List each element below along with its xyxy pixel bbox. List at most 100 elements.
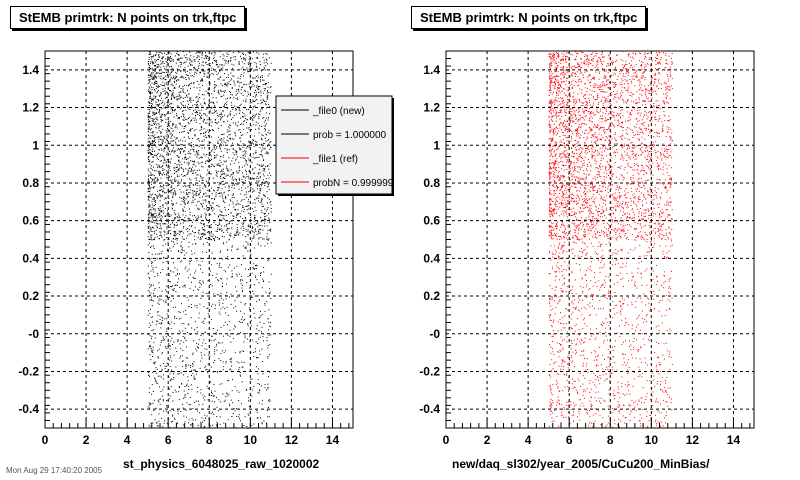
data-point <box>160 94 161 96</box>
data-point <box>243 313 245 315</box>
data-point <box>205 61 207 63</box>
data-point <box>237 203 239 205</box>
data-point <box>180 317 182 319</box>
data-point <box>205 56 207 58</box>
data-point <box>668 127 670 129</box>
data-point <box>224 90 226 92</box>
data-point <box>265 107 267 109</box>
data-point <box>231 270 233 272</box>
data-point <box>248 307 250 309</box>
data-point <box>209 204 211 206</box>
data-point <box>260 237 262 239</box>
data-point <box>161 196 163 198</box>
data-point <box>254 206 256 208</box>
data-point <box>549 78 551 80</box>
data-point <box>149 387 151 389</box>
data-point <box>159 315 161 317</box>
data-point <box>235 98 237 100</box>
data-point <box>621 157 623 159</box>
data-point <box>207 307 209 309</box>
data-point <box>573 110 575 111</box>
data-point <box>247 225 249 227</box>
data-point <box>183 323 185 325</box>
data-point <box>200 421 202 423</box>
data-point <box>258 197 260 199</box>
data-point <box>149 242 150 244</box>
data-point <box>162 172 164 174</box>
data-point <box>202 177 204 179</box>
data-point <box>237 93 238 95</box>
data-point <box>229 329 231 331</box>
data-point <box>213 238 215 239</box>
data-point <box>196 188 198 190</box>
data-point <box>185 125 187 127</box>
data-point <box>645 224 647 226</box>
data-point <box>635 188 637 190</box>
data-point <box>174 218 176 220</box>
data-point <box>222 110 223 112</box>
data-point <box>151 161 153 163</box>
data-point <box>148 125 150 127</box>
data-point <box>244 90 246 92</box>
data-point <box>226 60 228 62</box>
data-point <box>198 93 200 95</box>
data-point <box>187 393 189 394</box>
data-point <box>182 185 184 187</box>
data-point <box>622 75 624 77</box>
data-point <box>178 116 180 118</box>
data-point <box>261 107 262 109</box>
data-point <box>246 132 248 134</box>
data-point <box>227 334 229 336</box>
data-point <box>154 122 156 124</box>
data-point <box>202 179 204 181</box>
data-point <box>187 132 189 134</box>
data-point <box>204 134 206 136</box>
data-point <box>188 229 190 231</box>
data-point <box>149 117 151 119</box>
data-point <box>176 176 178 178</box>
data-point <box>166 133 168 135</box>
data-point <box>180 245 182 246</box>
data-point <box>168 142 170 144</box>
data-point <box>182 158 184 160</box>
data-point <box>250 284 252 286</box>
data-point <box>259 80 261 82</box>
data-point <box>588 94 590 96</box>
data-point <box>238 89 240 91</box>
data-point <box>214 81 216 83</box>
data-point <box>259 154 261 156</box>
data-point <box>158 190 160 192</box>
data-point <box>668 129 670 130</box>
data-point <box>216 123 218 125</box>
data-point <box>149 209 151 211</box>
data-point <box>156 81 158 83</box>
data-point <box>179 123 181 125</box>
data-point <box>256 417 258 419</box>
data-point <box>565 207 567 209</box>
data-point <box>191 160 193 162</box>
data-point <box>240 135 242 136</box>
data-point <box>147 74 149 76</box>
data-point <box>241 361 243 363</box>
data-point <box>170 233 172 235</box>
data-point <box>171 150 173 152</box>
data-point <box>551 53 553 55</box>
data-point <box>255 94 257 96</box>
data-point <box>253 234 255 236</box>
data-point <box>210 125 212 127</box>
data-point <box>256 66 258 68</box>
data-point <box>243 362 245 363</box>
data-point <box>149 146 151 148</box>
data-point <box>169 323 171 325</box>
data-point <box>177 169 179 171</box>
data-point <box>180 57 182 59</box>
data-point <box>181 219 183 221</box>
data-point <box>227 120 229 122</box>
data-point <box>157 85 159 87</box>
data-point <box>147 138 149 140</box>
data-point <box>248 208 250 210</box>
data-point <box>190 130 191 132</box>
data-point <box>159 365 161 367</box>
data-point <box>190 189 192 191</box>
data-point <box>188 192 190 193</box>
